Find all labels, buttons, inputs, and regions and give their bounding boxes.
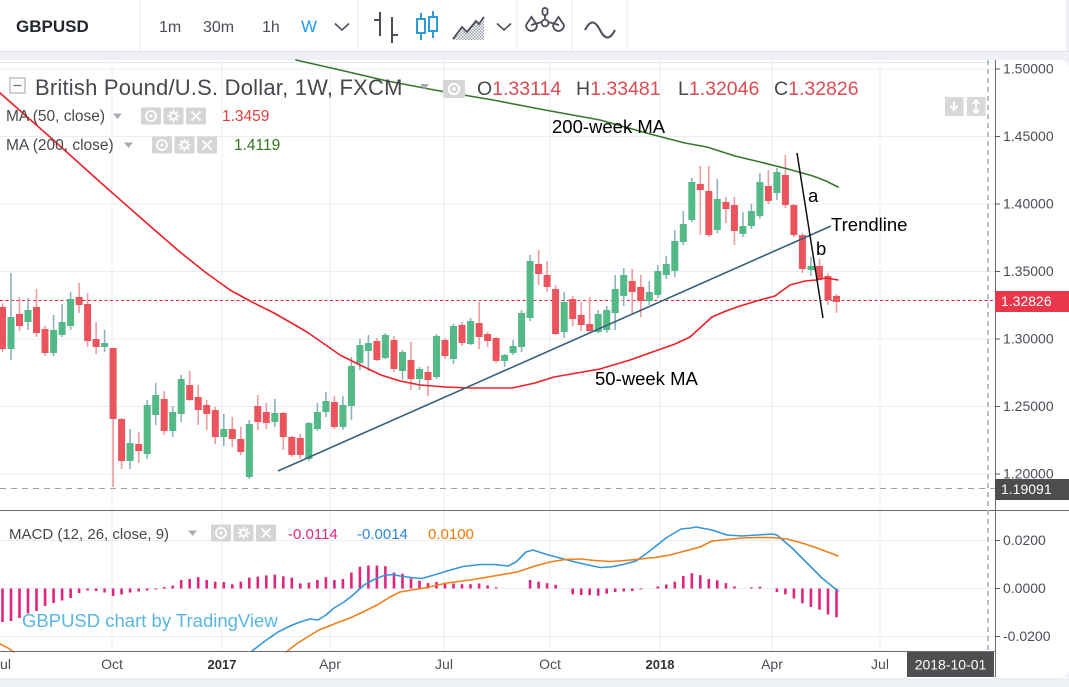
- svg-text:a: a: [808, 185, 819, 206]
- svg-text:1.35000: 1.35000: [1003, 263, 1054, 279]
- svg-text:W: W: [301, 17, 317, 36]
- svg-text:Oct: Oct: [101, 656, 123, 672]
- svg-text:MA (200, close): MA (200, close): [6, 137, 114, 154]
- svg-text:Jul: Jul: [0, 656, 11, 672]
- svg-text:2018: 2018: [646, 657, 675, 672]
- svg-text:1.25000: 1.25000: [1003, 398, 1054, 414]
- svg-text:1.3459: 1.3459: [222, 108, 269, 125]
- svg-text:-0.0200: -0.0200: [1003, 628, 1051, 644]
- svg-text:Oct: Oct: [539, 656, 561, 672]
- svg-text:1.4119: 1.4119: [234, 137, 280, 154]
- svg-text:GBPUSD chart by TradingView: GBPUSD chart by TradingView: [22, 610, 278, 631]
- svg-text:H1.33481: H1.33481: [576, 78, 661, 100]
- svg-text:2018-10-01: 2018-10-01: [915, 657, 987, 673]
- svg-text:MA (50, close): MA (50, close): [6, 108, 105, 125]
- svg-text:1.30000: 1.30000: [1003, 331, 1054, 347]
- svg-text:1.19091: 1.19091: [1001, 481, 1052, 497]
- svg-text:-0.0014: -0.0014: [357, 526, 408, 543]
- svg-text:1.40000: 1.40000: [1003, 196, 1054, 212]
- svg-text:Apr: Apr: [319, 656, 341, 672]
- svg-text:1.50000: 1.50000: [1003, 61, 1054, 77]
- svg-text:50-week MA: 50-week MA: [595, 368, 698, 389]
- svg-text:1h: 1h: [262, 19, 280, 36]
- svg-text:1.45000: 1.45000: [1003, 128, 1054, 144]
- svg-text:30m: 30m: [203, 19, 234, 36]
- svg-text:-0.0114: -0.0114: [288, 526, 338, 543]
- svg-text:MACD (12, 26, close, 9): MACD (12, 26, close, 9): [9, 526, 169, 543]
- svg-text:1.20000: 1.20000: [1003, 466, 1054, 482]
- svg-text:Trendline: Trendline: [831, 214, 907, 235]
- svg-text:GBPUSD: GBPUSD: [16, 17, 89, 36]
- svg-text:1.32826: 1.32826: [1001, 293, 1052, 309]
- svg-text:Jul: Jul: [871, 656, 889, 672]
- svg-text:L1.32046: L1.32046: [678, 78, 759, 100]
- svg-text:0.0100: 0.0100: [428, 526, 474, 543]
- svg-text:British Pound/U.S. Dollar, 1W,: British Pound/U.S. Dollar, 1W, FXCM: [35, 75, 403, 100]
- svg-text:b: b: [816, 238, 826, 259]
- svg-text:0.0000: 0.0000: [1003, 580, 1046, 596]
- svg-text:Jul: Jul: [435, 656, 453, 672]
- svg-text:Apr: Apr: [761, 656, 783, 672]
- svg-text:0.0200: 0.0200: [1003, 532, 1046, 548]
- svg-text:2017: 2017: [208, 657, 237, 672]
- svg-text:200-week MA: 200-week MA: [552, 116, 666, 137]
- svg-text:1m: 1m: [159, 19, 181, 36]
- svg-text:C1.32826: C1.32826: [774, 78, 859, 100]
- svg-text:O1.33114: O1.33114: [477, 78, 561, 100]
